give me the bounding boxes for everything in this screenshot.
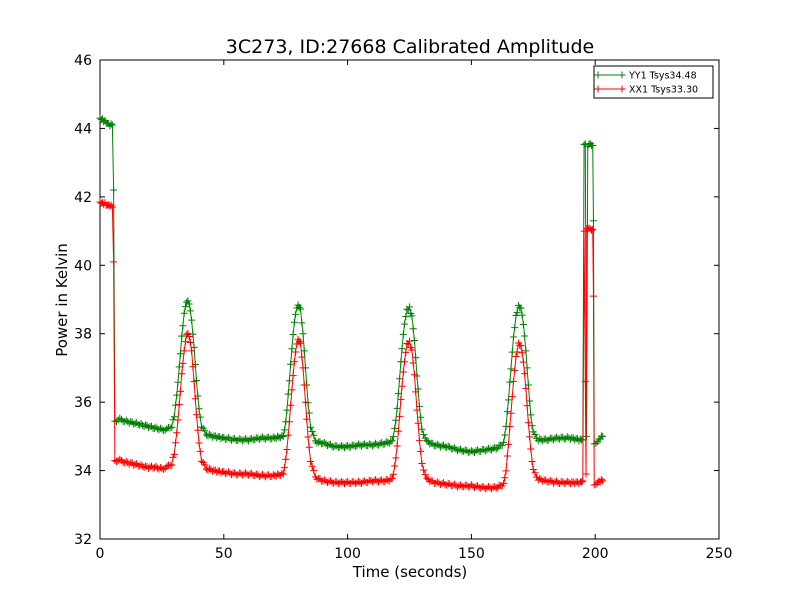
x-tick-label: 150 bbox=[458, 546, 485, 562]
legend-entry-yy1: YY1 Tsys34.48 bbox=[594, 71, 697, 82]
y-tick-label: 34 bbox=[74, 464, 92, 480]
x-tick-label: 250 bbox=[706, 546, 733, 562]
x-tick-label: 100 bbox=[334, 546, 361, 562]
x-axis: 0 50 100 150 200 250 bbox=[96, 60, 733, 562]
legend-entry-xx1: XX1 Tsys33.30 bbox=[594, 85, 698, 96]
plot-frame bbox=[99, 59, 720, 540]
y-tick-label: 38 bbox=[74, 327, 92, 343]
legend-marker-yy1 bbox=[594, 71, 626, 79]
x-tick-label: 0 bbox=[96, 546, 105, 562]
y-tick-label: 36 bbox=[74, 395, 92, 411]
y-tick-label: 42 bbox=[74, 190, 92, 206]
x-axis-label: Time (seconds) bbox=[352, 563, 468, 581]
legend-label-xx1: XX1 Tsys33.30 bbox=[629, 85, 698, 96]
series-markers bbox=[96, 198, 607, 493]
series-xx1 bbox=[96, 198, 607, 493]
series-layer bbox=[96, 114, 607, 493]
y-tick-label: 32 bbox=[74, 532, 92, 548]
legend-label-yy1: YY1 Tsys34.48 bbox=[628, 71, 697, 82]
x-tick-label: 50 bbox=[215, 546, 233, 562]
y-axis: 32 34 36 38 40 42 44 46 bbox=[74, 53, 719, 548]
y-axis-label: Power in Kelvin bbox=[53, 243, 71, 357]
legend-marker-xx1 bbox=[594, 85, 626, 93]
series-markers bbox=[96, 114, 607, 457]
y-tick-label: 44 bbox=[74, 121, 92, 137]
chart-title: 3C273, ID:27668 Calibrated Amplitude bbox=[226, 36, 594, 58]
y-tick-label: 46 bbox=[74, 53, 92, 69]
legend: YY1 Tsys34.48 XX1 Tsys33.30 bbox=[593, 65, 714, 99]
x-tick-label: 200 bbox=[582, 546, 609, 562]
series-yy1 bbox=[96, 114, 607, 457]
plot-area bbox=[96, 59, 720, 540]
legend-box bbox=[593, 65, 714, 99]
y-tick-label: 40 bbox=[74, 258, 92, 274]
